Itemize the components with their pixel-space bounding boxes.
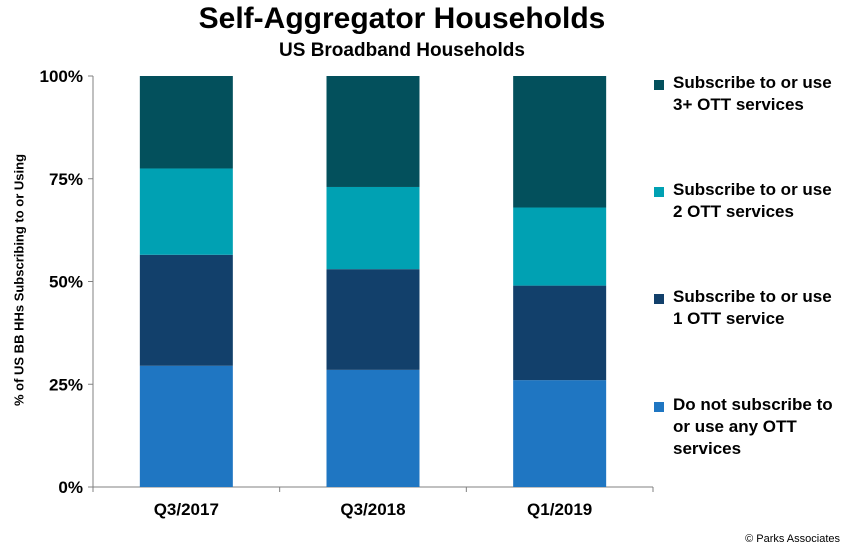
bar-segment: [139, 365, 233, 487]
bar-segment: [326, 369, 420, 487]
y-tick-label: 0%: [58, 478, 83, 497]
legend-swatch: [654, 294, 664, 304]
legend-swatch: [654, 187, 664, 197]
bar-segment: [326, 269, 420, 370]
bar-segment: [139, 76, 233, 169]
legend-label: Subscribe to or use 3+ OTT services: [673, 73, 832, 114]
y-tick-label: 75%: [49, 170, 83, 189]
legend-label: Subscribe to or use 2 OTT services: [673, 180, 832, 221]
legend-label: Do not subscribe to or use any OTT servi…: [673, 395, 833, 458]
chart-title: Self-Aggregator Households: [198, 2, 606, 35]
bar-segment: [326, 76, 420, 187]
y-tick-label: 50%: [49, 273, 83, 292]
bar-segment: [513, 285, 607, 381]
legend-swatch: [654, 402, 664, 412]
y-tick-label: 25%: [49, 375, 83, 394]
bar-segment: [513, 76, 607, 208]
legend-label: Subscribe to or use 1 OTT service: [673, 287, 832, 328]
bar-segment: [513, 207, 607, 286]
bar-segment: [139, 254, 233, 366]
x-tick-label: Q1/2019: [527, 500, 592, 519]
x-tick-label: Q3/2018: [340, 500, 405, 519]
chart-subtitle: US Broadband Households: [279, 40, 525, 61]
y-tick-label: 100%: [40, 67, 83, 86]
bar-segment: [139, 168, 233, 255]
legend-swatch: [654, 80, 664, 90]
x-tick-label: Q3/2017: [154, 500, 219, 519]
bar-segment: [326, 186, 420, 270]
copyright-notice: © Parks Associates: [745, 533, 840, 545]
bar-segment: [513, 380, 607, 487]
